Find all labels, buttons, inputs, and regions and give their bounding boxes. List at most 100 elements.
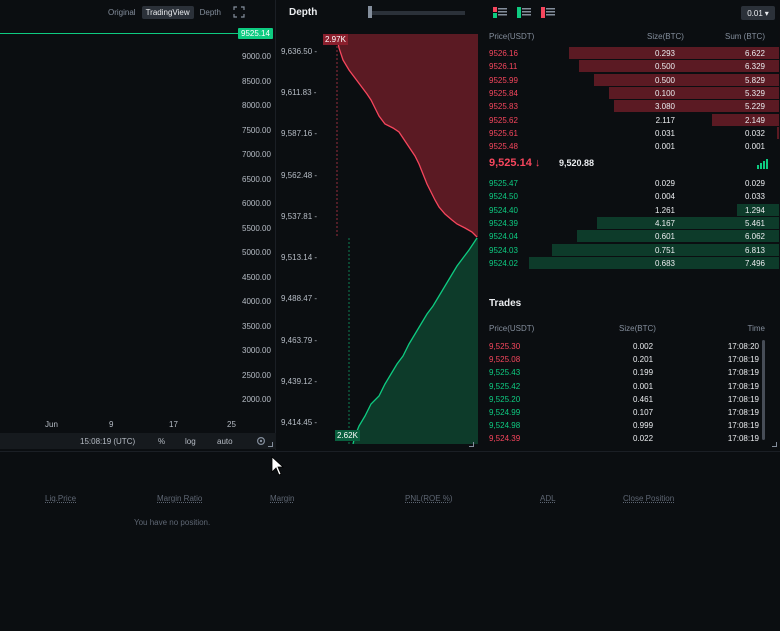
bid-depth-bar xyxy=(576,230,779,243)
y-tick-label: 8500.00 xyxy=(242,76,271,86)
ask-depth-bar xyxy=(711,113,779,126)
gear-icon[interactable] xyxy=(256,436,266,446)
margin-ratio-header[interactable]: Margin Ratio xyxy=(157,494,203,503)
trade-row[interactable]: 9,525.42 0.001 17:08:19 xyxy=(489,382,765,394)
trade-row[interactable]: 9,525.20 0.461 17:08:19 xyxy=(489,395,765,407)
bid-size: 1.261 xyxy=(654,205,675,215)
expand-icon[interactable] xyxy=(233,6,245,18)
positions-panel: Liq.Price Margin Ratio Margin PNL(ROE %)… xyxy=(0,451,780,631)
bids-only-layout-icon[interactable] xyxy=(517,7,531,18)
precision-value: 0.01 xyxy=(747,8,763,18)
bid-sum: 6.062 xyxy=(744,232,765,242)
trade-row[interactable]: 9,525.08 0.201 17:08:19 xyxy=(489,355,765,367)
bid-row[interactable]: 9524.04 0.601 6.062 xyxy=(479,230,779,243)
resize-handle-icon[interactable] xyxy=(772,442,777,447)
ask-size: 0.293 xyxy=(654,49,675,58)
trade-row[interactable]: 9,524.39 0.022 17:08:19 xyxy=(489,434,765,446)
both-sides-layout-icon[interactable] xyxy=(493,7,507,18)
ask-size: 0.500 xyxy=(654,62,675,72)
bid-row[interactable]: 9524.03 0.751 6.813 xyxy=(479,243,779,256)
ask-row[interactable]: 9526.16 0.293 6.622 xyxy=(479,47,779,59)
ask-size: 2.117 xyxy=(655,115,675,125)
trade-price: 9,524.99 xyxy=(489,408,521,417)
depth-y-tick-label: 9,537.81 - xyxy=(281,212,318,221)
last-price-row[interactable]: 9,525.14 ↓ 9,520.88 xyxy=(489,157,777,171)
resize-handle-icon[interactable] xyxy=(268,442,273,447)
bid-price: 9524.40 xyxy=(489,205,518,215)
tab-depth[interactable]: Depth xyxy=(199,7,221,17)
ask-depth-bar xyxy=(776,126,779,139)
resize-handle-icon[interactable] xyxy=(469,442,474,447)
depth-chart-panel[interactable]: Depth 9,636.50 - 9,611.83 - 9,587.16 - 9… xyxy=(277,0,478,450)
utc-time-button[interactable]: 15:08:19 (UTC) xyxy=(80,436,136,446)
margin-header[interactable]: Margin xyxy=(270,494,295,503)
bid-price: 9524.50 xyxy=(489,192,518,202)
depth-y-tick-label: 9,562.48 - xyxy=(281,171,318,180)
depth-y-tick-label: 9,636.50 - xyxy=(281,47,318,56)
bid-sum: 0.033 xyxy=(744,192,765,202)
trade-row[interactable]: 9,524.98 0.999 17:08:19 xyxy=(489,421,765,433)
ask-depth-bar xyxy=(569,47,779,59)
close-position-header[interactable]: Close Position xyxy=(623,494,675,503)
y-tick-label: 7500.00 xyxy=(242,125,271,135)
ask-row[interactable]: 9525.62 2.117 2.149 xyxy=(479,113,779,126)
ask-row[interactable]: 9525.84 0.100 5.329 xyxy=(479,86,779,99)
trade-row[interactable]: 9,525.30 0.002 17:08:20 xyxy=(489,342,765,354)
bid-sum: 7.496 xyxy=(744,258,765,268)
x-tick-label: 25 xyxy=(227,420,236,429)
last-price-tag: 9525.14 xyxy=(238,28,273,39)
depth-zoom-handle[interactable] xyxy=(368,6,372,18)
log-scale-button[interactable]: log xyxy=(185,436,196,446)
trade-size: 0.002 xyxy=(633,342,654,351)
ask-row[interactable]: 9525.61 0.031 0.032 xyxy=(479,126,779,139)
chart-x-axis[interactable]: Jun 9 17 25 xyxy=(0,420,240,432)
bid-sum: 0.029 xyxy=(744,179,765,188)
y-tick-label: 4500.00 xyxy=(242,272,271,282)
trade-row[interactable]: 9,524.99 0.107 17:08:19 xyxy=(489,408,765,420)
pnl-roe-header[interactable]: PNL(ROE %) xyxy=(405,494,453,503)
tab-original[interactable]: Original xyxy=(108,7,136,17)
trade-price-header: Price(USDT) xyxy=(489,324,535,333)
percent-scale-button[interactable]: % xyxy=(158,436,166,446)
trade-price: 9,525.20 xyxy=(489,394,521,404)
bid-size: 0.751 xyxy=(654,245,675,255)
precision-dropdown[interactable]: 0.01 ▾ xyxy=(741,6,775,20)
ask-row[interactable]: 9525.48 0.001 0.001 xyxy=(479,140,779,152)
adl-header[interactable]: ADL xyxy=(540,494,556,503)
tab-tradingview[interactable]: TradingView xyxy=(141,5,194,19)
trade-size: 0.022 xyxy=(633,434,654,444)
ask-price: 9525.61 xyxy=(489,128,518,138)
price-chart-panel[interactable]: Original TradingView Depth 9525.14 9000.… xyxy=(0,0,276,450)
bid-size: 4.167 xyxy=(654,218,675,228)
x-tick-label: 9 xyxy=(109,420,114,429)
depth-y-tick-label: 9,439.12 - xyxy=(281,377,318,386)
depth-curve-plot[interactable] xyxy=(327,24,478,444)
trade-size: 0.199 xyxy=(633,368,654,378)
y-tick-label: 3000.00 xyxy=(242,346,271,355)
auto-scale-button[interactable]: auto xyxy=(217,436,233,446)
bid-depth-line xyxy=(352,237,478,444)
size-header: Size(BTC) xyxy=(647,32,684,41)
bid-row[interactable]: 9524.40 1.261 1.294 xyxy=(479,203,779,216)
bid-row[interactable]: 9524.39 4.167 5.461 xyxy=(479,216,779,229)
bid-row[interactable]: 9524.02 0.683 7.496 xyxy=(479,256,779,269)
last-price: 9,525.14 ↓ xyxy=(489,157,541,169)
ask-row[interactable]: 9525.83 3.080 5.229 xyxy=(479,100,779,113)
ask-sum: 6.622 xyxy=(744,49,765,58)
y-tick-label: 8000.00 xyxy=(242,101,271,110)
bid-row[interactable]: 9525.47 0.029 0.029 xyxy=(479,177,779,189)
y-tick-label: 4000.00 xyxy=(242,297,271,306)
ask-sum: 2.149 xyxy=(744,115,765,125)
ask-row[interactable]: 9526.11 0.500 6.329 xyxy=(479,60,779,73)
ask-row[interactable]: 9525.99 0.500 5.829 xyxy=(479,73,779,86)
trade-time: 17:08:19 xyxy=(727,368,759,378)
trade-price: 9,525.42 xyxy=(489,381,521,391)
depth-y-tick-label: 9,488.47 - xyxy=(281,294,318,303)
bid-row[interactable]: 9524.50 0.004 0.033 xyxy=(479,190,779,202)
asks-only-layout-icon[interactable] xyxy=(541,7,555,18)
ask-price: 9525.83 xyxy=(489,102,518,112)
trade-row[interactable]: 9,525.43 0.199 17:08:19 xyxy=(489,368,765,380)
trades-scrollbar[interactable] xyxy=(762,340,765,440)
liq-price-header[interactable]: Liq.Price xyxy=(45,494,77,503)
depth-zoom-track[interactable] xyxy=(369,11,465,15)
